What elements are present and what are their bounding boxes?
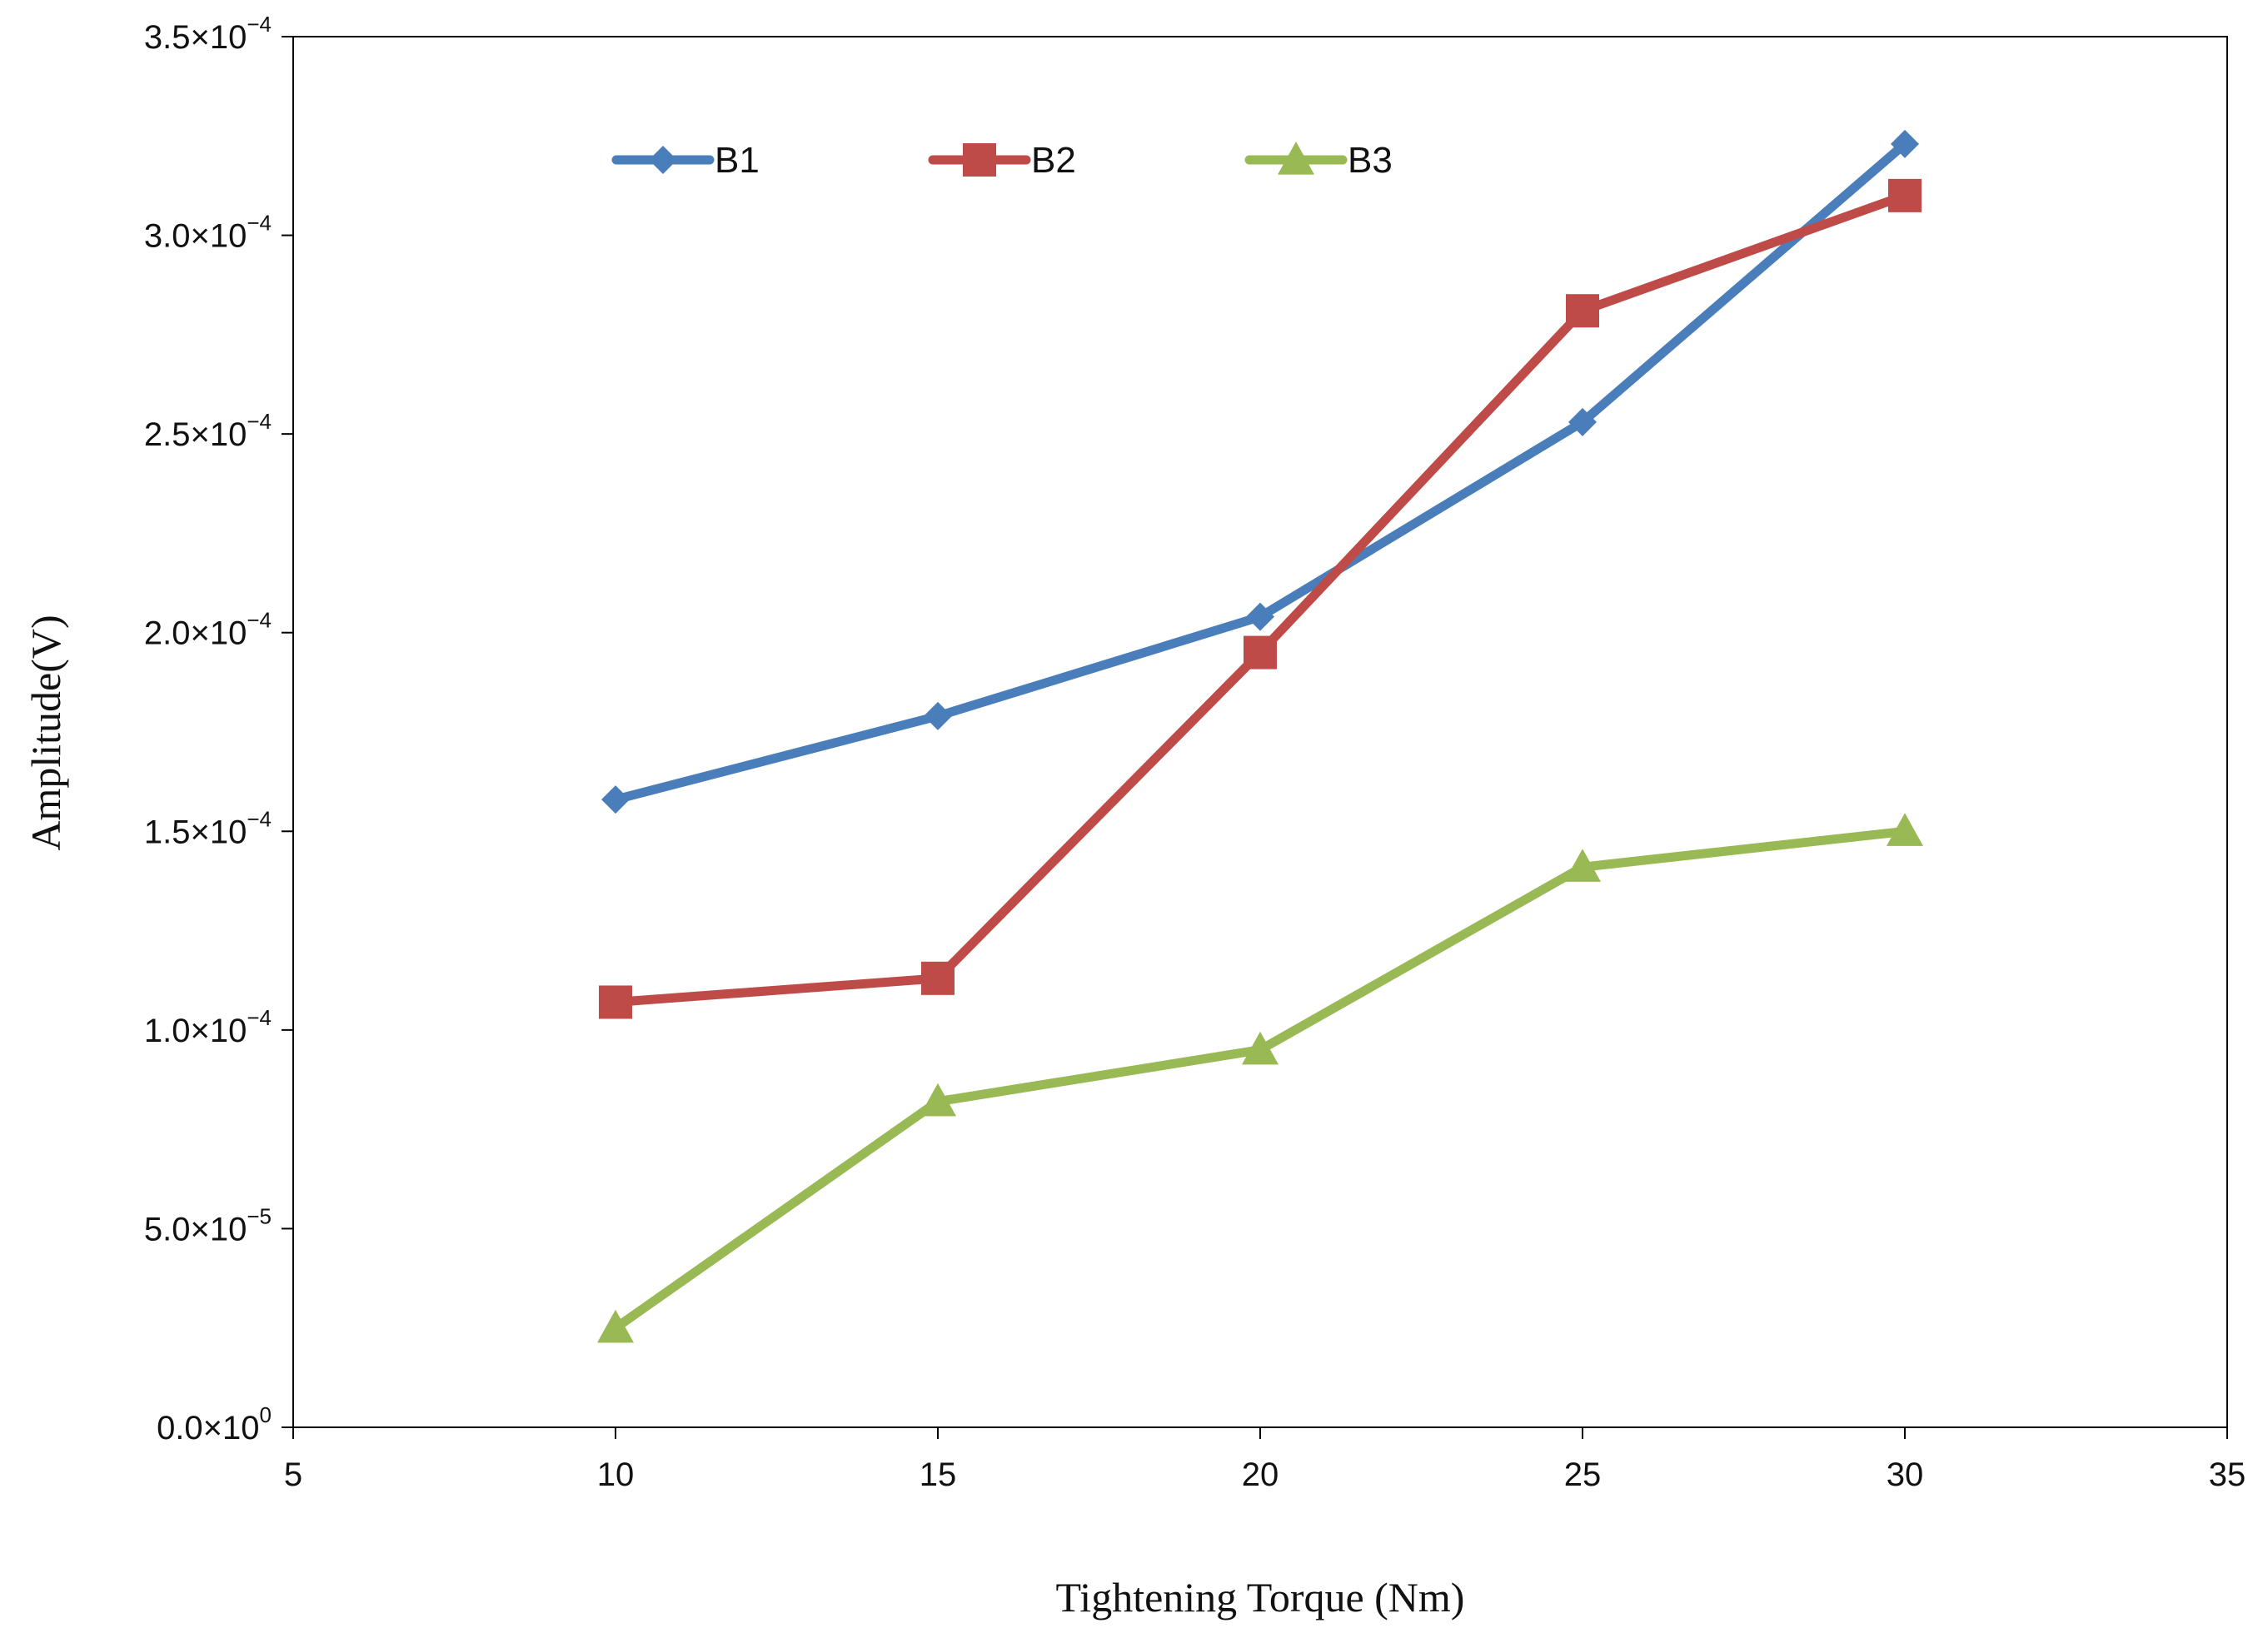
data-point-b3 bbox=[597, 1309, 634, 1343]
y-tick-mantissa: 3.5×10 bbox=[144, 19, 247, 56]
series-b1 bbox=[601, 129, 1919, 814]
series-b2 bbox=[599, 178, 1922, 1019]
x-tick-label: 5 bbox=[284, 1456, 302, 1493]
data-point-b1 bbox=[1568, 407, 1597, 436]
y-tick-label: 1.5×10−4 bbox=[144, 806, 272, 850]
y-tick-exponent: −4 bbox=[247, 409, 272, 434]
y-tick-mantissa: 3.0×10 bbox=[144, 218, 247, 255]
x-axis: 5 10 15 20 25 30 35 bbox=[284, 1427, 2246, 1493]
data-point-b1 bbox=[601, 785, 630, 814]
data-point-b3 bbox=[1887, 813, 1923, 846]
y-tick-mantissa: 2.0×10 bbox=[144, 615, 247, 652]
y-tick-label: 2.0×10−4 bbox=[144, 608, 272, 652]
x-tick-label: 30 bbox=[1887, 1456, 1924, 1493]
y-tick-exponent: −4 bbox=[247, 12, 272, 37]
data-point-b2 bbox=[599, 985, 632, 1019]
y-tick-exponent: −4 bbox=[247, 1005, 272, 1030]
x-tick-label: 35 bbox=[2209, 1456, 2246, 1493]
y-tick-mantissa: 0.0×10 bbox=[157, 1410, 259, 1446]
y-tick-label: 0.0×100 bbox=[157, 1402, 272, 1446]
y-tick-exponent: −4 bbox=[247, 608, 272, 633]
y-axis: 0.0×1005.0×10−51.0×10−41.5×10−42.0×10−42… bbox=[144, 12, 293, 1446]
legend: B1 B2 B3 bbox=[611, 140, 1393, 181]
legend-marker-b3 bbox=[1278, 142, 1314, 175]
data-point-b3 bbox=[1242, 1031, 1279, 1065]
x-tick-label: 20 bbox=[1242, 1456, 1279, 1493]
data-point-b1 bbox=[924, 701, 952, 730]
data-point-b3 bbox=[1564, 849, 1601, 882]
y-tick-label: 3.0×10−4 bbox=[144, 211, 272, 255]
legend-marker-b1 bbox=[649, 146, 677, 174]
data-point-b1 bbox=[1246, 602, 1274, 631]
y-tick-exponent: −4 bbox=[247, 806, 272, 831]
y-tick-mantissa: 1.0×10 bbox=[144, 1013, 247, 1049]
y-axis-title: Amplitude(V) bbox=[22, 615, 69, 850]
data-point-b2 bbox=[1888, 178, 1922, 212]
legend-item-b1: B1 bbox=[611, 140, 760, 181]
data-point-b2 bbox=[1566, 294, 1599, 328]
x-axis-title: Tightening Torque (Nm) bbox=[1056, 1574, 1465, 1621]
legend-item-b2: B2 bbox=[928, 140, 1076, 181]
y-tick-mantissa: 5.0×10 bbox=[144, 1211, 247, 1247]
x-tick-label: 15 bbox=[920, 1456, 957, 1493]
y-tick-label: 3.5×10−4 bbox=[144, 12, 272, 56]
y-tick-exponent: 0 bbox=[260, 1402, 272, 1427]
legend-label-b1: B1 bbox=[715, 140, 760, 181]
x-tick-label: 10 bbox=[597, 1456, 635, 1493]
y-tick-exponent: −5 bbox=[247, 1203, 272, 1228]
data-point-b2 bbox=[1244, 635, 1277, 670]
legend-label-b2: B2 bbox=[1031, 140, 1076, 181]
legend-item-b3: B3 bbox=[1244, 140, 1393, 181]
y-tick-mantissa: 2.5×10 bbox=[144, 416, 247, 453]
data-point-b1 bbox=[1891, 129, 1919, 158]
y-tick-label: 5.0×10−5 bbox=[144, 1203, 272, 1247]
y-tick-mantissa: 1.5×10 bbox=[144, 814, 247, 850]
y-tick-label: 1.0×10−4 bbox=[144, 1005, 272, 1049]
data-point-b2 bbox=[921, 961, 955, 995]
y-tick-label: 2.5×10−4 bbox=[144, 409, 272, 453]
series-layer bbox=[597, 129, 1923, 1343]
data-point-b3 bbox=[920, 1083, 956, 1117]
x-tick-label: 25 bbox=[1564, 1456, 1602, 1493]
series-b3 bbox=[597, 813, 1923, 1343]
legend-label-b3: B3 bbox=[1348, 140, 1393, 181]
legend-marker-b2 bbox=[963, 143, 996, 177]
y-tick-exponent: −4 bbox=[247, 211, 272, 236]
